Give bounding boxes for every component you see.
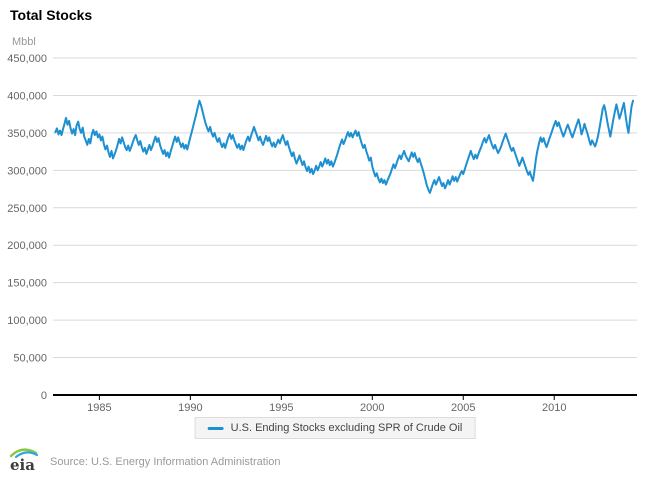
- y-axis-tick-label: 350,000: [7, 128, 47, 140]
- x-axis-tick-label: 1995: [269, 402, 293, 414]
- y-axis-tick-label: 0: [41, 390, 47, 402]
- x-axis-tick-label: 2005: [451, 402, 475, 414]
- legend-item[interactable]: U.S. Ending Stocks excluding SPR of Crud…: [207, 422, 463, 434]
- data-series-line: [54, 99, 634, 194]
- x-axis-tick-label: 1990: [178, 402, 202, 414]
- y-axis-unit-label: Mbbl: [12, 36, 36, 48]
- y-axis-tick-label: 200,000: [7, 240, 47, 252]
- legend-line-marker: [207, 426, 224, 430]
- y-axis-tick-label: 250,000: [7, 203, 47, 215]
- y-axis-tick-label: 100,000: [7, 315, 47, 327]
- y-axis-tick-label: 150,000: [7, 278, 47, 290]
- y-axis-tick-label: 50,000: [13, 353, 47, 365]
- source-attribution: Source: U.S. Energy Information Administ…: [50, 456, 281, 468]
- legend-box: U.S. Ending Stocks excluding SPR of Crud…: [194, 417, 476, 439]
- y-axis-tick-label: 450,000: [7, 53, 47, 65]
- y-axis-tick-label: 400,000: [7, 90, 47, 102]
- y-axis-tick-label: 300,000: [7, 165, 47, 177]
- legend-label: U.S. Ending Stocks excluding SPR of Crud…: [230, 422, 463, 434]
- line-chart-canvas: 0 50,000 100,000 150,000 200,000 250,000 300,0…: [7, 53, 637, 414]
- x-axis-tick-label: 1985: [87, 402, 111, 414]
- footer: eia Source: U.S. Energy Information Admi…: [8, 446, 281, 474]
- eia-logo-text: eia: [10, 456, 35, 474]
- eia-logo-icon: eia: [9, 448, 39, 474]
- chart-title: Total Stocks: [10, 7, 93, 23]
- x-axis-tick-label: 2000: [360, 402, 384, 414]
- x-axis-tick-label: 2010: [542, 402, 566, 414]
